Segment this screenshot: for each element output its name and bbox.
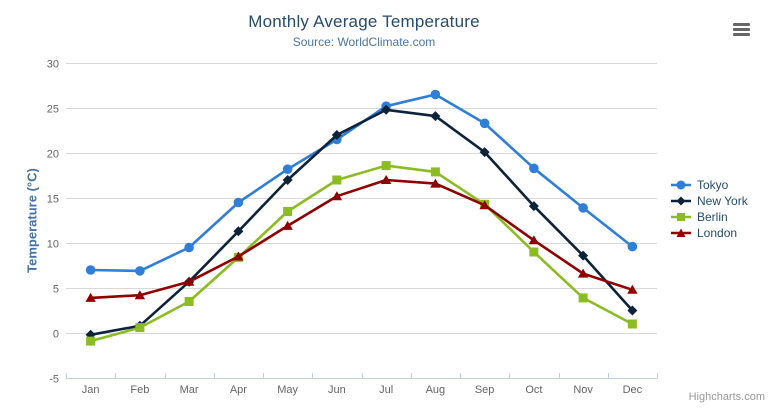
data-point[interactable] xyxy=(184,242,194,253)
data-point[interactable] xyxy=(381,161,391,171)
data-point[interactable] xyxy=(135,266,145,276)
triangle-series-symbol xyxy=(671,228,691,237)
data-point[interactable] xyxy=(578,250,589,261)
x-tick-label: Jun xyxy=(328,384,346,396)
data-point[interactable] xyxy=(529,247,539,257)
data-point[interactable] xyxy=(627,319,637,329)
x-tick-label: Mar xyxy=(180,384,199,396)
data-point[interactable] xyxy=(331,130,342,140)
legend-label: London xyxy=(697,226,738,240)
legend-item-berlin[interactable]: Berlin xyxy=(670,209,748,225)
data-point[interactable] xyxy=(479,147,490,158)
y-tick-label: 10 xyxy=(47,239,59,251)
x-tick-label: Feb xyxy=(130,384,149,396)
data-point[interactable] xyxy=(283,207,293,216)
legend-label: New York xyxy=(697,194,748,208)
series-line-london xyxy=(89,178,634,300)
legend-item-tokyo[interactable]: Tokyo xyxy=(670,177,748,193)
data-point[interactable] xyxy=(282,220,293,230)
circle-series-symbol xyxy=(671,180,691,190)
data-point[interactable] xyxy=(430,111,441,122)
legend-item-london[interactable]: London xyxy=(670,225,748,241)
data-point[interactable] xyxy=(479,118,490,129)
x-tick-label: Aug xyxy=(426,384,446,396)
diamond-series-symbol xyxy=(671,196,691,206)
x-tick-label: May xyxy=(277,384,298,396)
data-point[interactable] xyxy=(627,305,638,316)
data-point[interactable] xyxy=(578,203,588,213)
y-tick-label: 5 xyxy=(53,284,59,296)
data-point[interactable] xyxy=(528,201,539,212)
y-tick-label: 15 xyxy=(47,194,59,206)
data-point[interactable] xyxy=(134,290,146,300)
x-tick-label: Nov xyxy=(573,384,593,396)
legend-label: Tokyo xyxy=(697,178,729,192)
hamburger-icon xyxy=(733,22,750,36)
data-point[interactable] xyxy=(381,104,392,115)
x-tick-label: Jul xyxy=(379,384,393,396)
data-point[interactable] xyxy=(578,293,588,303)
data-point[interactable] xyxy=(430,178,441,188)
x-tick-label: Jan xyxy=(82,384,100,396)
y-tick-label: 0 xyxy=(53,329,59,341)
data-point[interactable] xyxy=(233,226,244,237)
data-point[interactable] xyxy=(282,164,293,174)
data-point[interactable] xyxy=(430,89,441,100)
square-series-symbol xyxy=(671,213,691,221)
x-tick-label: Apr xyxy=(230,384,247,396)
y-tick-label: 30 xyxy=(47,59,59,71)
x-tick-label: Dec xyxy=(623,384,643,396)
data-point[interactable] xyxy=(183,276,195,286)
y-tick-label: 20 xyxy=(47,149,59,161)
series-line-berlin xyxy=(89,164,634,343)
data-point[interactable] xyxy=(86,336,96,346)
data-point[interactable] xyxy=(331,191,343,201)
data-point[interactable] xyxy=(282,175,293,185)
data-point[interactable] xyxy=(135,323,145,333)
data-point[interactable] xyxy=(529,163,539,174)
data-point[interactable] xyxy=(479,200,490,210)
y-tick-label: 25 xyxy=(47,104,59,116)
data-point[interactable] xyxy=(85,265,96,275)
legend-label: Berlin xyxy=(697,210,728,224)
legend-item-new-york[interactable]: New York xyxy=(670,193,748,209)
data-point[interactable] xyxy=(85,292,96,302)
y-tick-label: -5 xyxy=(49,374,59,386)
data-point[interactable] xyxy=(233,197,244,208)
legend: Tokyo New York Berlin London xyxy=(670,177,748,241)
data-point[interactable] xyxy=(430,167,440,177)
data-point[interactable] xyxy=(184,297,194,306)
chart-subtitle: Source: WorldClimate.com xyxy=(292,35,436,49)
data-point[interactable] xyxy=(627,284,638,294)
x-tick-label: Sep xyxy=(475,384,495,396)
data-point[interactable] xyxy=(332,175,342,185)
series-line-new-york xyxy=(89,108,634,337)
data-point[interactable] xyxy=(528,235,540,245)
x-tick-label: Oct xyxy=(525,384,542,396)
credits-link[interactable]: Highcharts.com xyxy=(688,391,765,403)
y-axis-title: Temperature (°C) xyxy=(24,168,40,273)
data-point[interactable] xyxy=(380,175,392,184)
context-menu-button[interactable] xyxy=(730,19,754,39)
data-point[interactable] xyxy=(627,241,638,252)
data-point[interactable] xyxy=(577,268,589,278)
chart-title: Monthly Average Temperature xyxy=(248,12,480,31)
data-point[interactable] xyxy=(233,251,244,261)
